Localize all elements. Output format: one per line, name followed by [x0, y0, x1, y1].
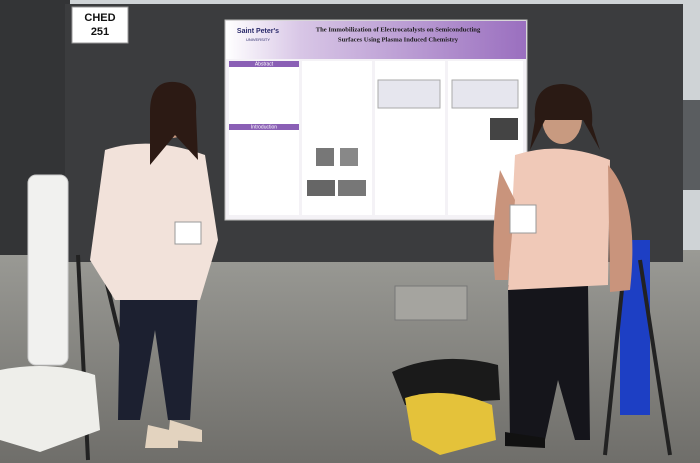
- section-heading: Abstract: [255, 61, 274, 67]
- poster-graph: [377, 79, 441, 109]
- easel-leg: [638, 259, 672, 456]
- poster-column: [229, 61, 299, 215]
- floor-plate: [394, 285, 468, 321]
- person-top: [508, 148, 610, 290]
- poster-image: [490, 118, 518, 140]
- name-badge: [509, 204, 537, 234]
- person-arms: [493, 165, 633, 292]
- person-pants: [508, 285, 590, 440]
- person-hair: [150, 81, 198, 165]
- person-shoes: [505, 432, 545, 448]
- poster-image: [338, 180, 366, 196]
- poster-graph: [451, 79, 519, 109]
- distant-booth: [683, 100, 700, 190]
- section-bar: [229, 124, 299, 130]
- person-blouse: [90, 143, 218, 300]
- section-bar: [229, 61, 299, 67]
- poster-logo-sub: UNIVERSITY: [246, 37, 270, 42]
- person-pants: [118, 290, 198, 420]
- person-hair: [530, 84, 600, 150]
- poster-image: [307, 180, 335, 196]
- poster-logo: Saint Peter's: [237, 28, 279, 35]
- black-backpack: [392, 358, 500, 405]
- poster-header: [226, 21, 526, 59]
- cloth: [0, 366, 100, 452]
- yellow-bag: [405, 392, 496, 455]
- name-badge: [174, 221, 202, 245]
- sign-text: CHED: [84, 12, 115, 24]
- booth-sign: [71, 6, 129, 44]
- easel-leg: [603, 259, 627, 456]
- person-shoes: [145, 420, 202, 448]
- poster-image: [340, 148, 358, 166]
- poster-title: Surfaces Using Plasma Induced Chemistry: [338, 37, 459, 44]
- poster-image: [316, 148, 334, 166]
- sign-text: 251: [91, 26, 109, 38]
- section-heading: Introduction: [251, 124, 277, 130]
- paper-tube: [27, 174, 69, 366]
- poster-title: The Immobilization of Electrocatalysts o…: [316, 27, 481, 34]
